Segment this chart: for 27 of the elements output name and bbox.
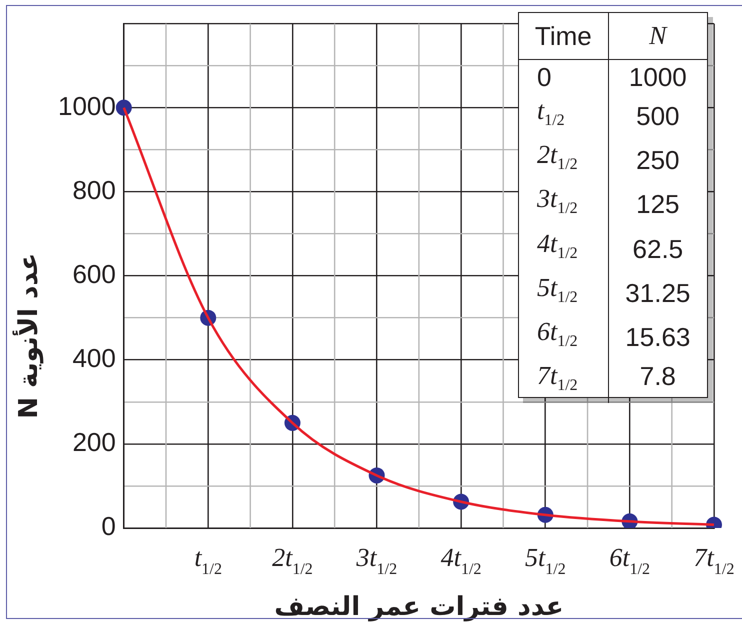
annotation: 31.25 [608,270,707,315]
annotation: t$_{1/2}$ [536,95,566,132]
x-axis-title: عدد فترات عمر النصف [274,592,564,622]
annotation: 5t$_{1/2}$ [536,272,579,308]
y-tick-label: 1000 [58,90,116,121]
annotation: 6t$_{1/2}$ [536,316,579,352]
point [116,100,132,116]
annotation: 62.5 [608,226,707,271]
annotation: N [608,13,707,60]
annotation: 0 [536,61,552,94]
annotation: 3t$_{1/2}$ [536,183,579,220]
y-tick-label: 800 [72,174,116,205]
annotation: 4t$_{1/2}$ [536,228,579,264]
y-axis-title: عدد الأنوية N [12,252,44,419]
y-tick-label: 400 [72,343,116,374]
y-tick-label: 600 [72,258,116,289]
y-tick-label: 0 [101,511,116,542]
y-tick-label: 200 [72,427,116,458]
annotation: 500 [608,94,707,138]
annotation: 2t$_{1/2}$ [536,139,579,176]
annotation: 1000 [608,60,707,94]
annotation: 15.63 [608,314,707,360]
annotation: 7.8 [608,359,707,404]
annotation: 125 [608,182,707,227]
annotation: 250 [608,138,707,182]
annotation: Time [519,13,608,60]
annotation: 7t$_{1/2}$ [536,360,579,396]
